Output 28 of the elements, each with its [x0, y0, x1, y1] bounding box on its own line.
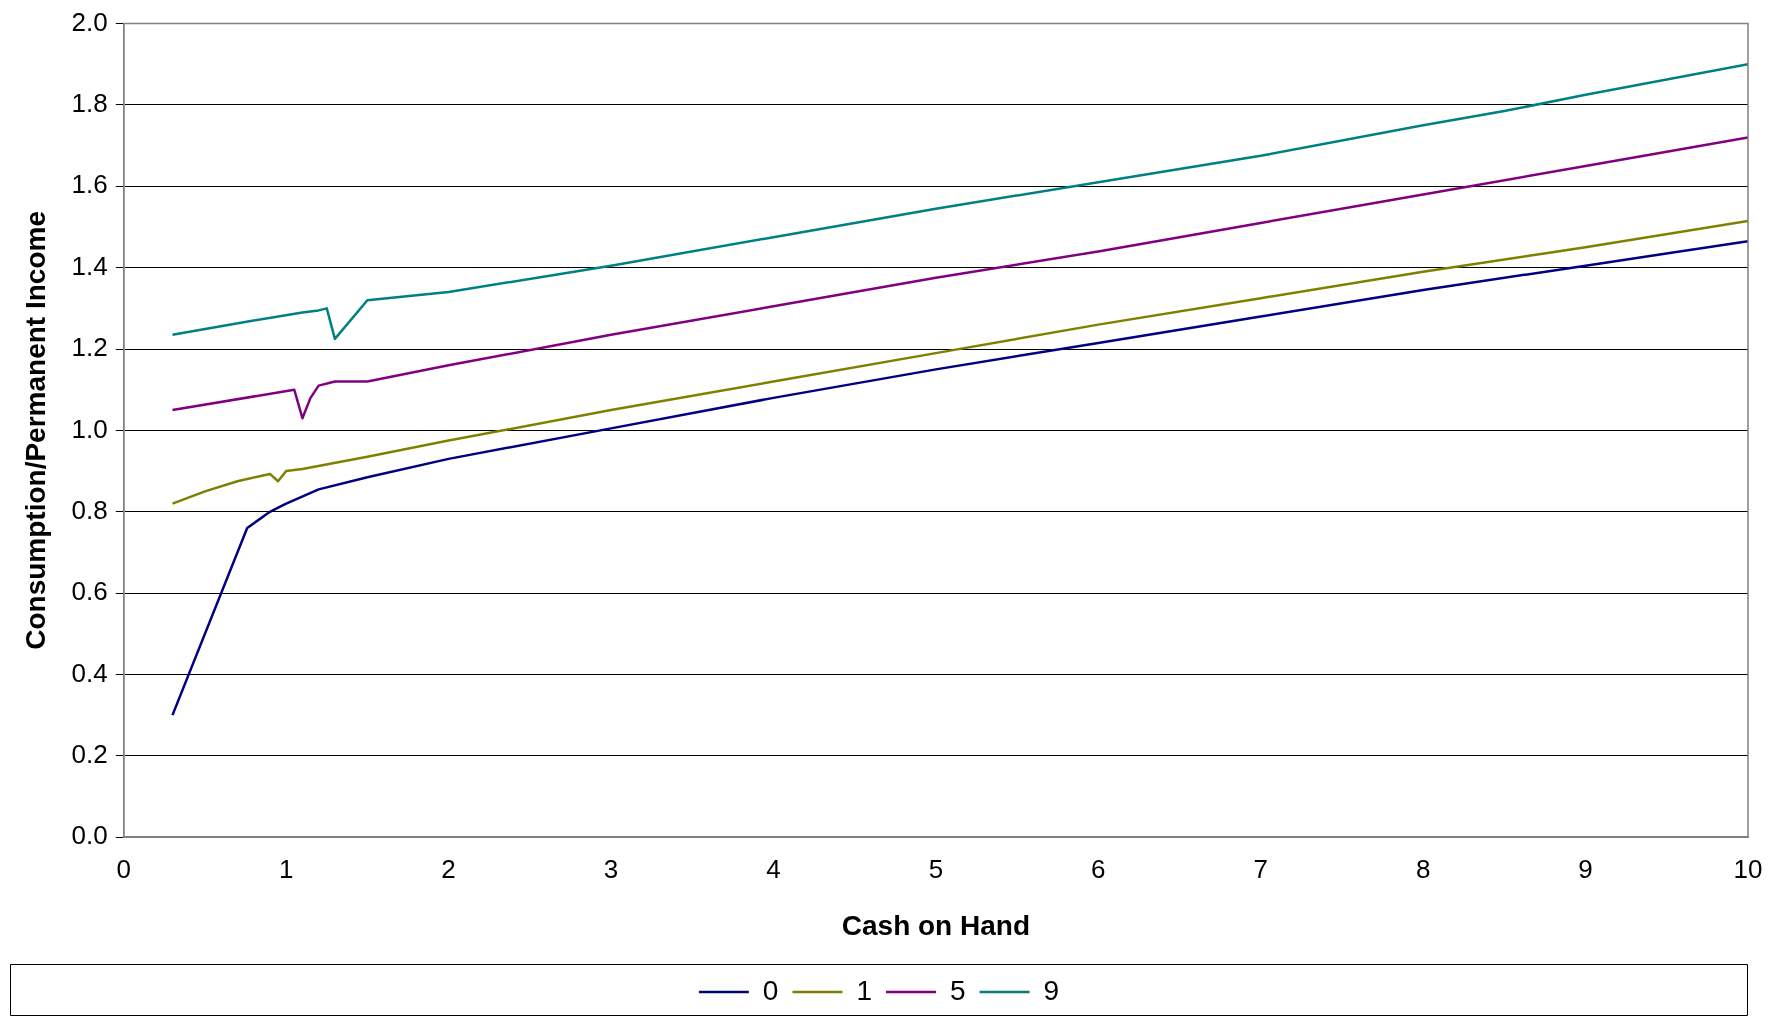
y-tick-label: 1.6 [71, 169, 108, 200]
y-tick-label: 2.0 [71, 6, 108, 37]
legend-label: 0 [762, 974, 779, 1006]
y-tick-label: 0.2 [71, 739, 108, 770]
x-tick-label: 8 [1415, 853, 1431, 884]
x-tick-label: 9 [1578, 853, 1593, 884]
legend-label: 5 [950, 974, 966, 1006]
x-tick-label: 6 [1091, 853, 1106, 884]
y-tick-label: 1.2 [71, 332, 108, 363]
y-tick-label: 0.6 [71, 576, 108, 607]
legend-label: 1 [856, 974, 873, 1006]
y-tick-label: 0.8 [71, 494, 108, 525]
x-tick-label: 1 [278, 853, 294, 884]
x-axis-title: Cash on Hand [841, 909, 1030, 941]
y-tick-label: 0.0 [71, 820, 108, 851]
x-tick-label: 7 [1253, 853, 1268, 884]
x-tick-label: 10 [1733, 853, 1763, 884]
x-tick-label: 5 [928, 853, 944, 884]
legend-label: 9 [1043, 974, 1060, 1006]
x-tick-label: 3 [603, 853, 619, 884]
y-tick-label: 1.4 [71, 250, 108, 281]
y-axis-title: Consumption/Permanent Income [19, 211, 51, 650]
x-tick-label: 0 [116, 853, 131, 884]
y-tick-label: 1.0 [71, 413, 108, 444]
y-tick-label: 1.8 [71, 88, 108, 119]
x-tick-label: 4 [766, 853, 781, 884]
x-tick-label: 2 [441, 853, 456, 884]
y-tick-label: 0.4 [71, 657, 108, 688]
